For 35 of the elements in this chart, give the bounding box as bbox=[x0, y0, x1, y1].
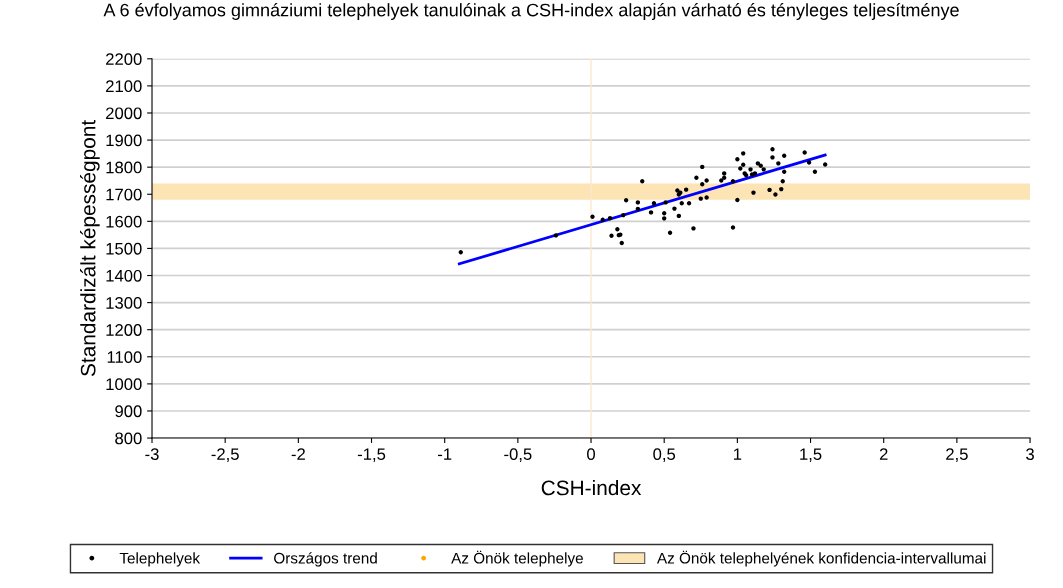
y-tick-label: 2200 bbox=[106, 53, 142, 65]
x-tick-label: 2,5 bbox=[946, 448, 968, 462]
x-tick-label: -2,5 bbox=[211, 448, 239, 462]
x-tick-label: -1,5 bbox=[357, 448, 386, 462]
y-tick-label: 1800 bbox=[106, 161, 142, 174]
y-tick-label: 1000 bbox=[106, 378, 142, 391]
legend-label: Az Önök telephelyének konfidencia-intervallumai bbox=[656, 550, 986, 567]
y-tick-label: 1400 bbox=[106, 269, 142, 282]
x-tick-label: -2 bbox=[291, 448, 305, 460]
y-axis-title: Standardizált képességpont bbox=[79, 120, 100, 377]
x-tick-label: 3 bbox=[1026, 448, 1034, 461]
x-tick-label: 0 bbox=[587, 448, 596, 461]
y-tick-label: 1500 bbox=[106, 242, 142, 255]
legend-label: Országos trend bbox=[274, 552, 377, 567]
x-tick-label: 1 bbox=[734, 448, 742, 460]
x-tick-label: -1 bbox=[438, 448, 452, 460]
legend-label: Telephelyek bbox=[119, 552, 201, 567]
y-tick-label: 2100 bbox=[106, 80, 142, 93]
y-tick-label: 900 bbox=[115, 405, 142, 418]
y-tick-label: 1700 bbox=[106, 188, 142, 201]
x-tick-label: 1,5 bbox=[800, 448, 822, 462]
x-tick-label: -3 bbox=[145, 448, 159, 461]
x-tick-label: 2 bbox=[879, 448, 888, 460]
x-tick-label: -0,5 bbox=[504, 448, 532, 462]
y-tick-label: 1100 bbox=[107, 351, 142, 363]
y-tick-label: 1200 bbox=[106, 324, 142, 336]
y-tick-label: 2000 bbox=[106, 107, 142, 120]
y-tick-label: 1600 bbox=[106, 215, 142, 228]
y-tick-label: 1900 bbox=[106, 134, 142, 147]
legend-label: Az Önök telephelye bbox=[451, 550, 583, 567]
x-tick-label: 0,5 bbox=[653, 448, 676, 462]
y-tick-label: 1300 bbox=[106, 297, 142, 309]
x-axis-title: CSH-index bbox=[541, 479, 642, 496]
chart-title: A 6 évfolyamos gimnáziumi telephelyek tanulóinak a CSH-index alapján várható és tényleges teljesítménye bbox=[103, 2, 959, 20]
y-tick-label: 800 bbox=[115, 432, 142, 445]
